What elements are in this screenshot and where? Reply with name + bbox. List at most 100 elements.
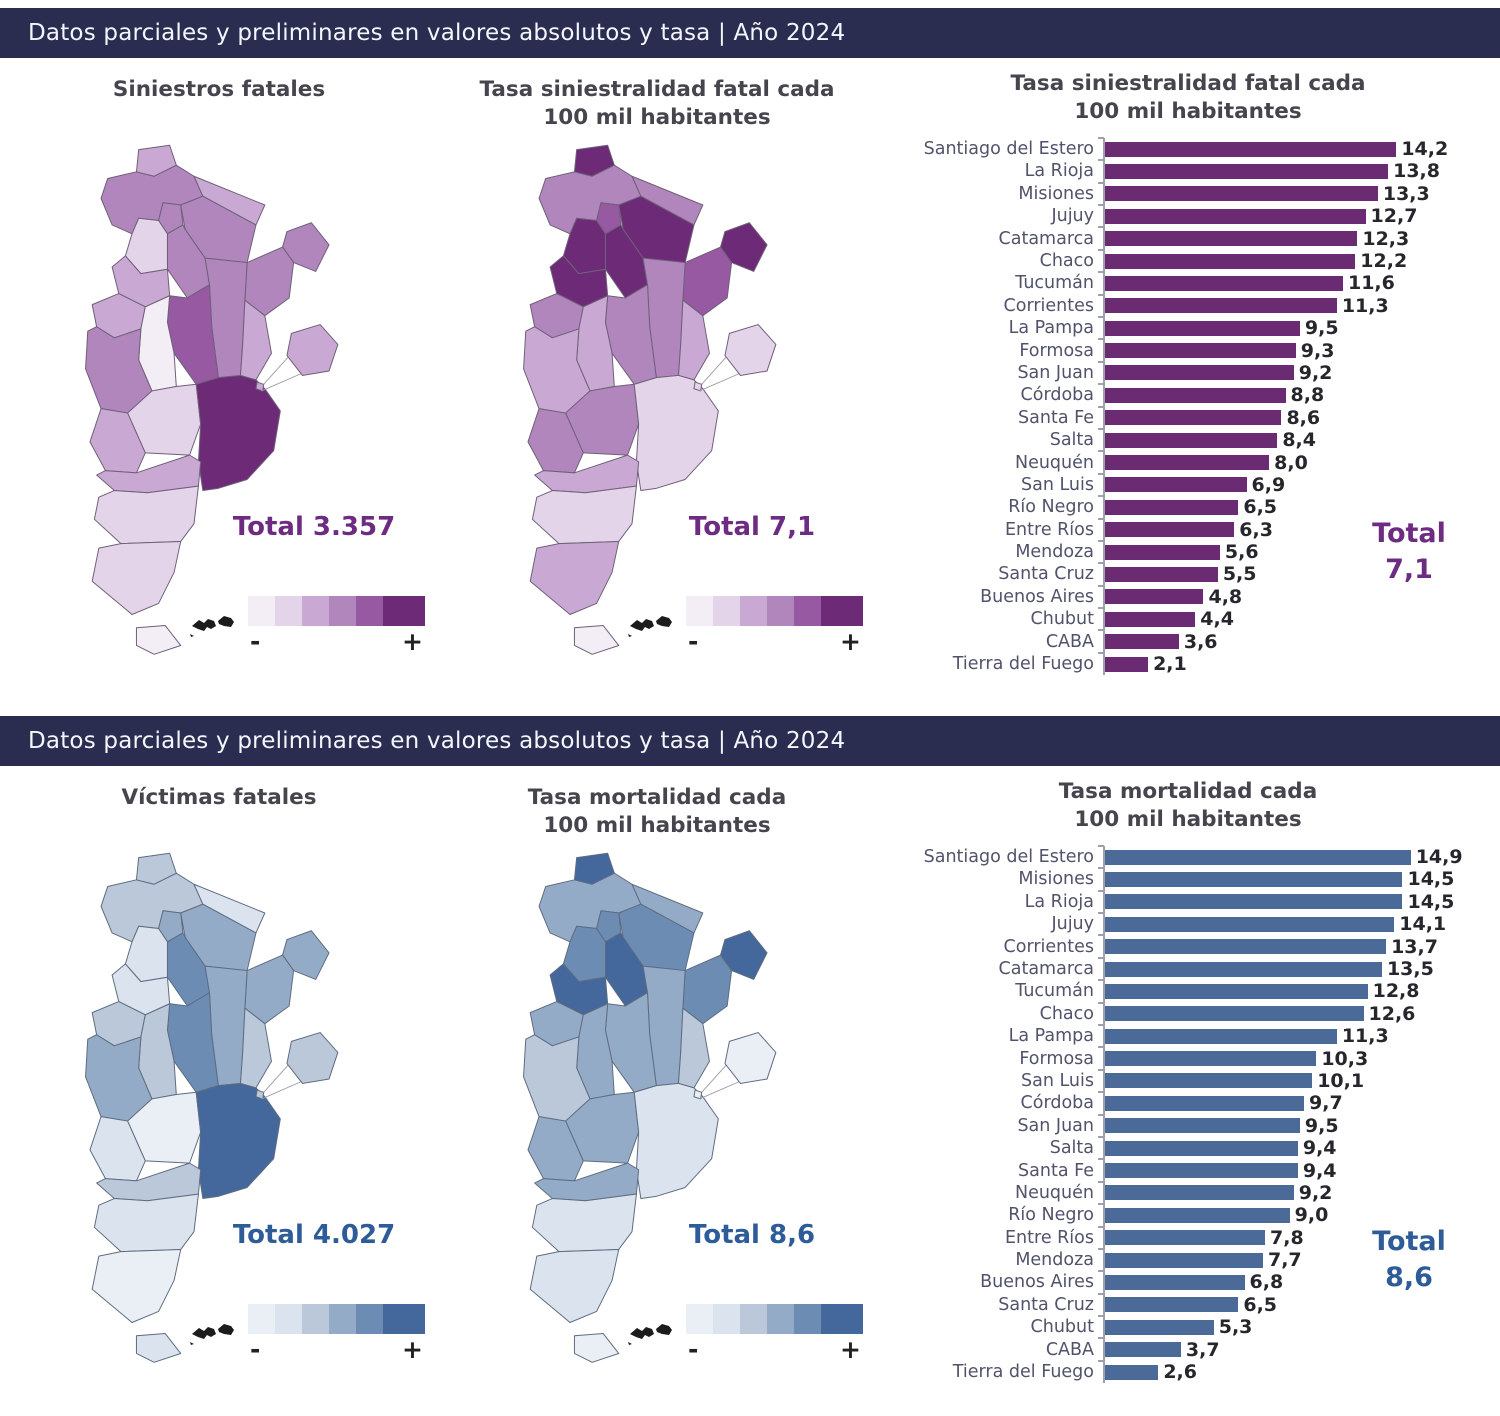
province-label: La Rioja: [1024, 891, 1094, 912]
map-total: Total 4.027: [219, 1218, 409, 1253]
value-label: 13,5: [1386, 958, 1434, 981]
bar-track: 12,2: [1098, 248, 1435, 273]
bar-row: Entre Ríos 6,3: [882, 517, 1500, 541]
province-mendoza: [523, 1034, 591, 1122]
legend-plus-label: +: [402, 627, 423, 656]
legend-minus-label: -: [250, 1335, 261, 1364]
legend-swatch: [713, 1304, 740, 1334]
bar-track: 6,8: [1098, 1270, 1435, 1294]
value-bar: [1105, 1342, 1181, 1358]
bar-row: San Juan 9,2: [882, 360, 1500, 385]
bar-track: 12,3: [1098, 226, 1435, 250]
value-label: 12,3: [1362, 227, 1410, 250]
bar-track: 9,2: [1098, 360, 1435, 385]
bar-track: 14,5: [1098, 889, 1454, 914]
province-label: Formosa: [1019, 1048, 1094, 1069]
bar-row: Buenos Aires 4,8: [882, 584, 1500, 609]
section-mortalidad: Datos parciales y preliminares en valore…: [0, 716, 1500, 1416]
province-santacruz: [529, 540, 620, 615]
argentina-choropleth-map: [523, 144, 777, 655]
province-jujuy: [573, 144, 615, 177]
legend-swatch: [767, 596, 794, 626]
legend-swatch: [302, 1304, 329, 1334]
bar-row: Santa Fe 9,4: [882, 1158, 1500, 1182]
value-bar: [1105, 1185, 1294, 1201]
value-label: 2,6: [1163, 1361, 1197, 1384]
legend-swatch: [767, 1304, 794, 1334]
province-caba: [693, 381, 703, 392]
bar-row: Jujuy 14,1: [882, 912, 1500, 936]
province-caba: [693, 1089, 703, 1100]
value-label: 6,9: [1251, 473, 1286, 496]
chart-title-line2: 100 mil habitantes: [1074, 98, 1302, 124]
value-label: 5,3: [1218, 1316, 1253, 1339]
province-label: San Juan: [1017, 362, 1094, 383]
value-label: 9,4: [1302, 1159, 1337, 1182]
caba-callout-line: [261, 371, 305, 392]
province-tierradelfuego: [573, 1333, 620, 1363]
bar-track: 11,3: [1098, 1023, 1435, 1048]
section-header-bar: Datos parciales y preliminares en valore…: [0, 8, 1500, 58]
legend-swatch: [248, 596, 275, 626]
bar-track: 6,9: [1098, 472, 1435, 497]
value-label: 5,6: [1224, 541, 1259, 564]
value-label: 9,0: [1294, 1204, 1329, 1227]
province-label: Corrientes: [1003, 936, 1094, 957]
value-label: 12,2: [1360, 250, 1408, 273]
map-legend: - +: [626, 596, 863, 656]
value-bar: [1105, 566, 1218, 582]
value-bar: [1105, 634, 1179, 650]
value-bar: [1105, 961, 1382, 977]
province-caba-inset: [724, 323, 777, 376]
value-bar: [1105, 1319, 1214, 1335]
province-label: Buenos Aires: [980, 586, 1094, 607]
bar-track: 2,6: [1098, 1359, 1435, 1384]
bar-track: 12,8: [1098, 979, 1435, 1003]
province-label: Misiones: [1018, 869, 1094, 890]
province-label: Santa Cruz: [998, 564, 1094, 585]
value-bar: [1105, 1297, 1239, 1313]
value-bar: [1105, 1140, 1298, 1156]
bar-track: 5,6: [1098, 539, 1435, 564]
province-label: Santiago del Estero: [923, 847, 1094, 868]
value-label: 8,0: [1274, 451, 1308, 474]
legend-swatch: [794, 596, 821, 626]
bar-row: Mendoza 5,6: [882, 539, 1500, 564]
province-caba-inset: [286, 1031, 339, 1084]
bar-row: Río Negro 9,0: [882, 1203, 1500, 1227]
province-caba-inset: [724, 1031, 777, 1084]
value-label: 9,4: [1302, 1137, 1337, 1160]
value-bar: [1105, 163, 1389, 179]
value-bar: [1105, 298, 1337, 314]
bar-track: 8,0: [1098, 450, 1435, 474]
province-label: Tierra del Fuego: [952, 1362, 1094, 1383]
province-buenosaires: [633, 1082, 719, 1200]
malvinas-islands-icon: [628, 1324, 672, 1345]
province-label: Córdoba: [1020, 1093, 1094, 1114]
province-label: Chaco: [1039, 251, 1094, 272]
bar-track: 6,5: [1098, 1292, 1435, 1317]
province-mendoza: [523, 326, 591, 414]
province-label: Neuquén: [1014, 452, 1094, 473]
map-legend: - +: [626, 1304, 863, 1364]
legend-swatch: [740, 596, 767, 626]
value-label: 9,5: [1304, 317, 1339, 340]
bar-track: 13,8: [1098, 159, 1440, 183]
value-bar: [1105, 983, 1368, 999]
bar-row: Buenos Aires 6,8: [882, 1270, 1500, 1294]
bar-row: Santa Fe 8,6: [882, 405, 1500, 429]
bar-track: 8,8: [1098, 383, 1435, 407]
bar-track: 4,4: [1098, 607, 1435, 631]
chart-title-line1: Tasa mortalidad cada: [1058, 779, 1318, 804]
province-label: Catamarca: [998, 228, 1094, 249]
legend-swatch: [686, 1304, 713, 1334]
legend-swatch: [329, 596, 356, 626]
map-title-line2: 100 mil habitantes: [543, 104, 771, 130]
province-chubut: [531, 1193, 637, 1253]
legend-swatch: [356, 596, 383, 626]
value-label: 4,4: [1200, 608, 1234, 631]
legend-minmax: - +: [248, 626, 425, 656]
province-buenosaires: [195, 1082, 281, 1200]
map-title-line1: Tasa mortalidad cada: [527, 785, 787, 810]
province-santacruz: [91, 540, 182, 615]
